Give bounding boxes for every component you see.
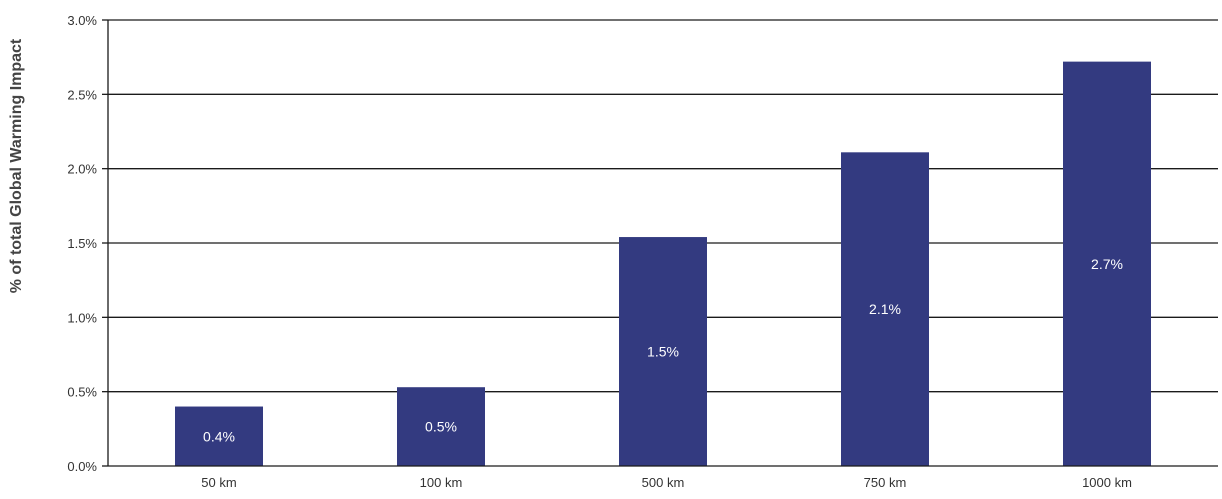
labels: 0.0% 0.5% 1.0% 1.5% 2.0% 2.5% 3.0% 0.4% 50 km 0.5… [67, 13, 1132, 490]
axes [102, 19, 1218, 467]
y-tick-label-6: 3.0% [67, 13, 97, 28]
y-tick-label-3: 1.5% [67, 236, 97, 251]
y-tick-label-2: 1.0% [67, 310, 97, 325]
x-tick-label-2: 500 km [642, 475, 685, 490]
x-tick-label-1: 100 km [420, 475, 463, 490]
y-tick-label-1: 0.5% [67, 385, 97, 400]
bar-1 [397, 387, 485, 466]
bar-3 [841, 152, 929, 466]
bar-0 [175, 406, 263, 466]
data-label-1: 0.5% [425, 419, 457, 435]
bars [175, 61, 1151, 466]
y-tick-label-4: 2.0% [67, 162, 97, 177]
y-axis-title: % of total Global Warming Impact [8, 38, 25, 293]
data-label-2: 1.5% [647, 344, 679, 360]
x-tick-label-4: 1000 km [1082, 475, 1132, 490]
bar-2 [619, 237, 707, 466]
x-tick-label-3: 750 km [864, 475, 907, 490]
bar-4 [1063, 61, 1151, 466]
x-tick-label-0: 50 km [201, 475, 236, 490]
data-label-3: 2.1% [869, 301, 901, 317]
y-tick-label-0: 0.0% [67, 459, 97, 474]
data-label-0: 0.4% [203, 428, 235, 444]
y-tick-label-5: 2.5% [67, 87, 97, 102]
data-label-4: 2.7% [1091, 256, 1123, 272]
